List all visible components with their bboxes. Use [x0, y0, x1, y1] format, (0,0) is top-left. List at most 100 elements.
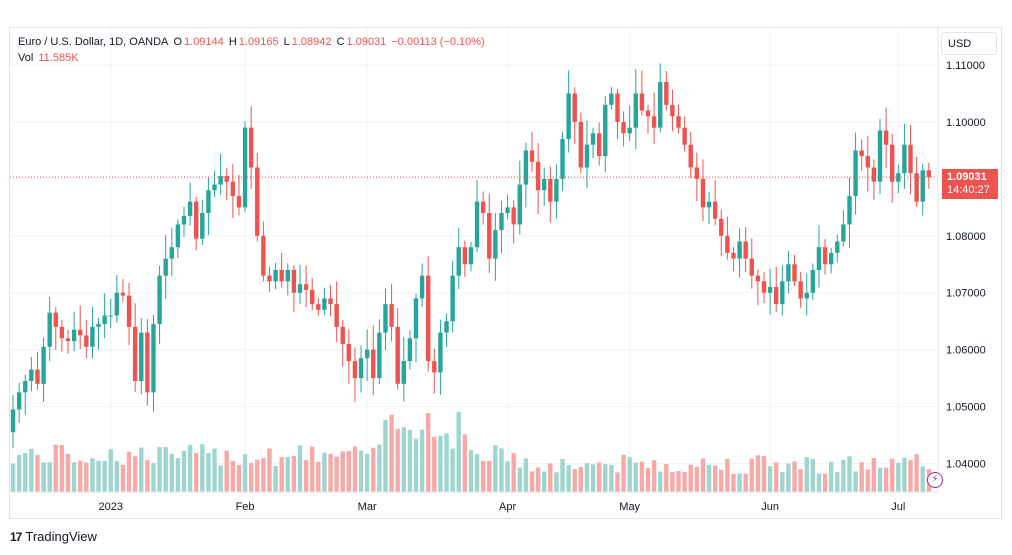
candle-body — [310, 289, 315, 305]
volume-bar — [41, 462, 46, 492]
volume-bar — [621, 454, 626, 492]
candle-body — [145, 332, 150, 393]
candle-body — [792, 264, 797, 282]
candle-body — [786, 264, 791, 282]
bar-countdown: 14:40:27 — [947, 184, 990, 197]
volume-bar — [487, 460, 492, 492]
candle-body — [352, 361, 358, 379]
volume-bar — [84, 462, 89, 492]
candle-body — [242, 127, 248, 208]
candle-body — [432, 361, 437, 373]
volume-bar — [767, 466, 773, 492]
candle-body — [126, 295, 132, 327]
candle-body — [41, 346, 46, 384]
candle-body — [719, 218, 724, 236]
volume-bar — [780, 472, 785, 492]
candle-body — [23, 380, 28, 393]
candle-body — [328, 298, 333, 305]
volume-bar — [676, 471, 681, 492]
candle-body — [316, 304, 321, 310]
candle-body — [474, 201, 480, 248]
candle-body — [578, 121, 584, 168]
candle-body — [731, 252, 736, 259]
candle-body — [920, 170, 925, 202]
candle-body — [255, 167, 260, 236]
volume-bar — [145, 460, 150, 492]
x-tick-label: Jun — [761, 501, 779, 513]
symbol-title[interactable]: Euro / U.S. Dollar, 1D, OANDA — [18, 36, 169, 48]
volume-bar — [297, 445, 303, 492]
candle-body — [96, 324, 101, 327]
y-tick-label: 1.11000 — [946, 60, 985, 72]
candle-body — [639, 93, 645, 111]
volume-bar — [200, 444, 205, 492]
volume-bar — [658, 471, 663, 492]
volume-bar — [877, 467, 883, 492]
volume-bar — [340, 451, 345, 492]
volume-bar — [267, 448, 272, 492]
volume-bar — [218, 465, 223, 492]
close-value: 1.09031 — [346, 36, 387, 48]
currency-button[interactable]: USD — [941, 32, 997, 55]
candle-body — [151, 324, 156, 393]
candle-body — [487, 213, 492, 259]
candle-body — [761, 281, 767, 293]
volume-bar — [804, 457, 809, 492]
high-label: H — [228, 36, 237, 48]
candle-body — [847, 195, 852, 225]
candle-body — [90, 326, 95, 347]
volume-bar — [694, 466, 700, 492]
volume-bar — [920, 466, 925, 492]
candle-body — [548, 178, 553, 202]
candle-body — [535, 161, 541, 191]
last-price-tag: 1.09031 14:40:27 — [942, 169, 998, 200]
volume-bar — [828, 461, 834, 492]
candle-body — [584, 144, 590, 168]
vol-label: Vol — [18, 52, 34, 64]
candle-body — [78, 329, 83, 336]
low-value: 1.08942 — [291, 36, 332, 48]
candle-body — [871, 167, 877, 182]
volume-bar — [548, 463, 553, 492]
x-tick-label: Mar — [358, 501, 377, 513]
volume-legend: Vol 11.585K — [18, 52, 81, 64]
volume-bar — [407, 429, 413, 492]
candle-body — [609, 93, 614, 105]
volume-bar — [462, 434, 468, 492]
volume-bar — [871, 458, 877, 492]
volume-bar — [896, 462, 901, 492]
volume-bar — [731, 473, 736, 492]
y-tick-label: 1.07000 — [946, 288, 986, 300]
volume-bar — [96, 460, 101, 492]
candle-body — [676, 116, 681, 128]
chart-frame[interactable] — [9, 27, 1002, 519]
volume-bar — [700, 458, 706, 492]
grid — [10, 28, 938, 492]
candle-body — [450, 275, 455, 322]
lightning-icon[interactable]: ⚡ — [927, 472, 943, 488]
candle-body — [224, 176, 229, 182]
candle-body — [200, 213, 205, 239]
volume-bar — [725, 458, 730, 492]
candle-body — [395, 326, 400, 384]
candle-body — [462, 247, 468, 265]
volume-bar — [859, 462, 864, 492]
x-tick-label: Jul — [891, 501, 905, 513]
candle-body — [664, 82, 669, 105]
volume-bar — [810, 459, 816, 492]
volume-bar — [29, 448, 34, 492]
candle-body — [511, 207, 516, 225]
volume-bar — [786, 463, 791, 492]
volume-bar — [670, 472, 675, 492]
tradingview-logo[interactable]: 17 TradingView — [10, 529, 97, 544]
candle-body — [16, 392, 22, 410]
volume-bar — [35, 455, 40, 492]
volume-bar — [450, 448, 455, 492]
candle-body — [59, 326, 65, 339]
volume-bar — [285, 456, 290, 492]
candle-body — [890, 144, 895, 182]
candle-body — [120, 292, 126, 296]
candle-body — [401, 361, 406, 384]
volume-bar — [523, 458, 529, 492]
